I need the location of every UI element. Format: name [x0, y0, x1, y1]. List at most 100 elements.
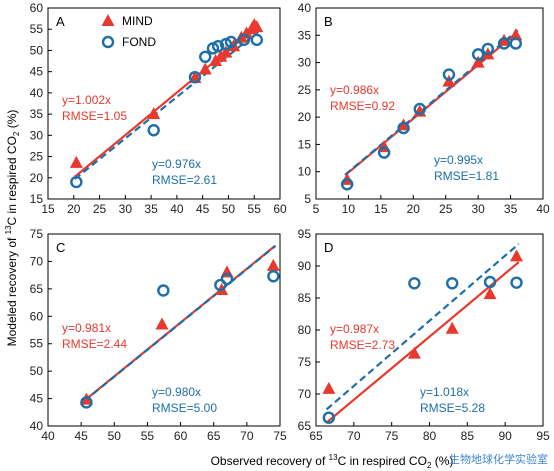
x-tick-label: 80 [423, 429, 437, 443]
mind-point [79, 392, 93, 405]
x-tick-label: 40 [170, 202, 184, 216]
fond-point [471, 48, 485, 61]
panel-a: 15 20 25 30 35 40 45 50 55 60 15 20 25 30 35 40 45 50 55 60… [30, 1, 287, 216]
fond-point [510, 276, 523, 289]
x-tick-label: 65 [309, 429, 323, 443]
y-tick-label: 75 [298, 355, 312, 369]
x-tick-label: 90 [498, 429, 512, 443]
y-tick-label: 40 [298, 1, 312, 15]
mind-stat-text: RMSE=2.44 [62, 337, 127, 351]
y-tick-label: 40 [30, 86, 44, 100]
fond-point [483, 275, 497, 289]
y-tick-label: 95 [298, 227, 312, 241]
watermark: 生物地球化学实验室 [449, 454, 548, 466]
fond-point [157, 284, 170, 297]
mind-point [471, 55, 485, 68]
panels-layer: 15 20 25 30 35 40 45 50 55 60 15 20 25 30 35 40 45 50 55 60… [30, 1, 550, 443]
fond-point [446, 277, 459, 290]
mind-point [266, 258, 280, 271]
x-tick-label: 70 [347, 429, 361, 443]
x-tick-label: 50 [108, 429, 122, 443]
x-tick-label: 35 [144, 202, 158, 216]
fond-point [188, 70, 202, 84]
panel-d: 65 70 75 80 85 90 95 65 70 75 80 85 90 95 Dy=0.987x RMS… [298, 227, 550, 443]
fond-stat-text: RMSE=1.81 [434, 169, 499, 183]
x-tick-label: 70 [240, 429, 254, 443]
fond-point [214, 278, 227, 292]
y-tick-label: 10 [298, 165, 312, 179]
fond-point [408, 277, 421, 290]
mind-stat-text: RMSE=2.73 [330, 338, 395, 352]
mind-stat-text: RMSE=0.92 [330, 99, 395, 113]
x-tick-label: 40 [536, 202, 550, 216]
mind-point [509, 28, 523, 41]
y-tick-label: 50 [30, 364, 44, 378]
y-tick-label: 60 [30, 1, 44, 15]
y-tick-label: 60 [30, 309, 44, 323]
y-tick-label: 25 [298, 83, 312, 97]
y-tick-label: 85 [298, 291, 312, 305]
mind-stat-text: y=0.981x [62, 321, 111, 335]
fond-point [497, 37, 511, 50]
x-tick-label: 60 [273, 202, 287, 216]
x-tick-label: 45 [196, 202, 210, 216]
x-tick-label: 15 [374, 202, 388, 216]
x-tick-label: 65 [207, 429, 221, 443]
plot-frame [47, 233, 281, 427]
x-tick-label: 40 [41, 429, 55, 443]
mind-point [198, 62, 212, 75]
y-tick-label: 40 [30, 419, 44, 433]
fond-point [211, 40, 225, 53]
y-tick-label: 70 [30, 254, 44, 268]
x-tick-label: 10 [342, 202, 356, 216]
x-tick-label: 55 [248, 202, 262, 216]
panel-label: B [324, 14, 333, 29]
y-tick-label: 20 [298, 110, 312, 124]
mind-point [510, 249, 524, 262]
fond-point [442, 68, 456, 81]
mind-stat-text: RMSE=1.05 [62, 109, 127, 123]
fond-stat-text: y=0.980x [152, 385, 201, 399]
x-tick-label: 20 [67, 202, 81, 216]
x-tick-label: 55 [141, 429, 155, 443]
fond-stat-text: RMSE=5.00 [152, 401, 217, 415]
mind-point [497, 33, 511, 46]
panel-label: C [56, 240, 65, 255]
fond-point [340, 178, 354, 191]
fond-stat-text: RMSE=5.28 [420, 401, 485, 415]
y-tick-label: 30 [30, 128, 44, 142]
regression-line-fond [74, 30, 260, 180]
fond-point [250, 33, 263, 47]
x-tick-label: 85 [461, 429, 475, 443]
x-tick-label: 30 [119, 202, 133, 216]
y-tick-label: 45 [30, 392, 44, 406]
mind-stat-text: y=0.986x [330, 83, 379, 97]
y-tick-label: 45 [30, 65, 44, 79]
y-tick-label: 90 [298, 259, 312, 273]
legend-fond-marker [101, 35, 115, 49]
panel-label: D [324, 240, 333, 255]
fond-point [377, 146, 391, 159]
y-tick-label: 70 [298, 387, 312, 401]
x-tick-label: 60 [174, 429, 188, 443]
mind-point [155, 317, 169, 330]
fond-point [413, 102, 426, 116]
y-tick-label: 75 [30, 227, 44, 241]
plot-frame [47, 7, 281, 200]
legend-mind-marker [101, 14, 115, 26]
mind-point [397, 118, 411, 131]
y-tick-label: 55 [30, 22, 44, 36]
x-tick-label: 20 [407, 202, 421, 216]
fond-point [224, 35, 238, 49]
fond-point [199, 50, 212, 64]
x-tick-label: 75 [273, 429, 287, 443]
fond-point [237, 33, 251, 47]
mind-point [219, 45, 233, 58]
mind-point [483, 287, 497, 300]
x-axis-title: Observed recovery of 13C in respired CO2… [211, 453, 454, 470]
y-tick-label: 50 [30, 43, 44, 57]
x-tick-label: 5 [313, 202, 320, 216]
y-tick-label: 65 [298, 419, 312, 433]
fond-point [397, 121, 410, 135]
